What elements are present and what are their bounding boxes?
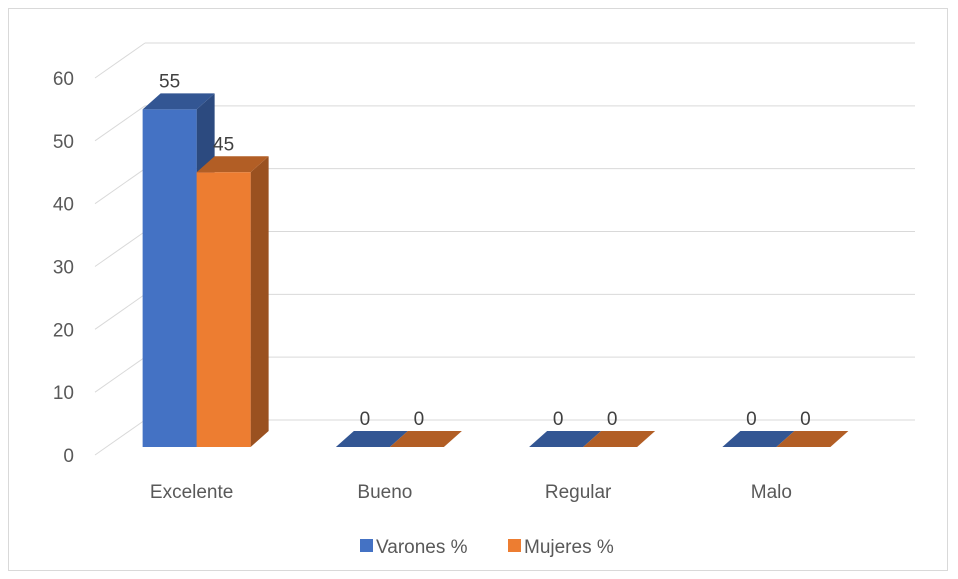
legend-swatch [360,539,373,552]
gridlines [94,42,915,456]
data-label: 0 [553,409,564,430]
y-tick-label: 40 [53,195,74,216]
y-tick-label: 30 [53,258,74,279]
y-axis-ticks: 0 10 20 30 40 50 60 [53,69,74,467]
bar-top-Varones %-Excelente [142,93,215,110]
bar-top-Mujeres %-Excelente [196,156,269,173]
data-label: 0 [414,409,425,430]
category-label: Malo [751,482,792,503]
category-label: Regular [545,482,612,503]
bar-top-Varones %-Malo [722,431,795,447]
category-axis: Excelente Bueno Regular Malo [150,482,792,503]
y-tick-label: 50 [53,132,74,153]
bar-top-Varones %-Regular [529,431,602,447]
data-label: 0 [746,409,757,430]
y-tick-label: 60 [53,69,74,90]
gridline-side-0 [94,419,146,456]
legend-label: Mujeres % [524,537,614,558]
data-label: 55 [159,71,180,92]
category-label: Bueno [357,482,412,503]
bar-Mujeres %-Excelente [196,172,251,447]
bar-top-Mujeres %-Bueno [389,431,462,447]
bars [142,93,849,448]
bar-top-Varones %-Bueno [335,431,408,447]
bar-side-Mujeres %-Excelente [250,156,269,447]
gridline-side-40 [94,168,146,205]
data-label: 0 [360,409,371,430]
data-labels: 55 45 0 0 0 0 0 0 [159,71,811,430]
gridline-side-50 [94,105,146,142]
y-tick-label: 20 [53,320,74,341]
legend-swatch [508,539,521,552]
gridline-side-10 [94,356,146,393]
bar-Varones %-Excelente [142,109,197,448]
bar-top-Mujeres %-Regular [583,431,656,447]
gridline-side-30 [94,231,146,267]
legend-label: Varones % [376,537,468,558]
y-tick-label: 10 [53,383,74,404]
y-tick-label: 0 [63,446,74,467]
legend: Varones % Mujeres % [360,537,614,558]
gridline-side-60 [94,42,146,79]
data-label: 0 [607,409,618,430]
data-label: 0 [800,409,811,430]
data-label: 45 [213,134,234,155]
category-label: Excelente [150,482,233,503]
gridline-side-20 [94,293,146,330]
bar-top-Mujeres %-Malo [776,431,849,447]
